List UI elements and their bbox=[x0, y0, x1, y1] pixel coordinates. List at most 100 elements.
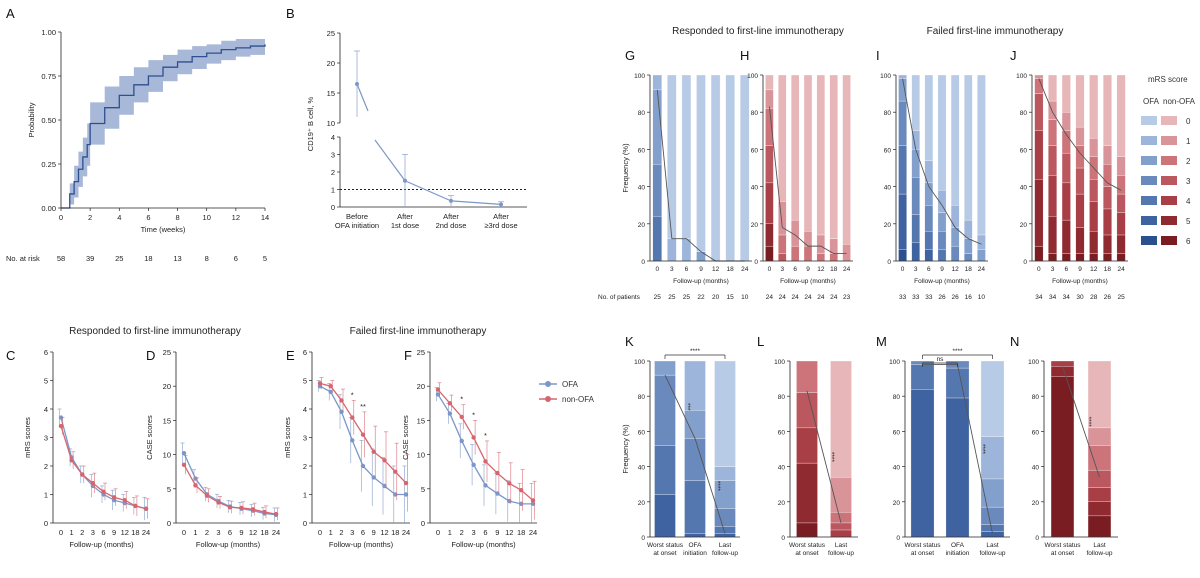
y-axis-label: Probability bbox=[27, 102, 36, 137]
y-tick-label: 25 bbox=[327, 29, 335, 38]
y-tick-label: 20 bbox=[751, 222, 759, 229]
y-tick-label: 1 bbox=[44, 491, 48, 500]
panel-label-M: M bbox=[876, 334, 887, 349]
y-tick-label: 10 bbox=[417, 451, 425, 460]
y-tick-label: 40 bbox=[1020, 185, 1028, 192]
stacked-segment bbox=[977, 74, 986, 236]
stacked-segment bbox=[829, 238, 838, 254]
legend-mrs-level-3: 3 bbox=[1186, 177, 1191, 186]
data-point bbox=[447, 401, 453, 406]
stacked-segment bbox=[1048, 145, 1057, 176]
data-point bbox=[80, 472, 85, 477]
patients-count: 10 bbox=[741, 294, 749, 301]
data-point bbox=[507, 498, 512, 504]
stacked-segment bbox=[1089, 253, 1099, 262]
stacked-segment bbox=[937, 231, 947, 250]
panel-label-C: C bbox=[6, 348, 15, 363]
x-tick-label: 9 bbox=[372, 528, 376, 537]
stacked-segment bbox=[1116, 175, 1126, 195]
at-risk-value: 13 bbox=[173, 254, 181, 263]
panel-label-D: D bbox=[146, 348, 155, 363]
y-tick-label: 2 bbox=[303, 462, 307, 471]
stacked-segment bbox=[1048, 216, 1057, 254]
data-point bbox=[459, 438, 464, 444]
x-tick-label: OFA initiation bbox=[946, 542, 970, 557]
legend-swatch-ofa-4 bbox=[1141, 196, 1157, 205]
x-tick-label: 3 bbox=[216, 528, 220, 537]
x-tick-label: 0 bbox=[768, 266, 772, 273]
data-point bbox=[459, 414, 464, 420]
legend-swatch-nonofa-0 bbox=[1161, 116, 1177, 125]
legend-mrs-level-0: 0 bbox=[1186, 117, 1191, 126]
x-tick-label: 12 bbox=[380, 528, 388, 537]
x-tick-label: 3 bbox=[780, 266, 784, 273]
stacked-segment bbox=[1061, 182, 1071, 221]
stacked-segment bbox=[1048, 253, 1057, 262]
stacked-segment bbox=[964, 238, 973, 254]
panel-A: 0 2 4 6 8 10 12 14 0.00 0.25 0.50 0.75 1.00 Time (wee… bbox=[6, 28, 269, 263]
stacked-segment bbox=[924, 205, 934, 232]
x-tick-label: 0 bbox=[1037, 266, 1041, 273]
x-axis-label: Follow-up (months) bbox=[196, 540, 261, 549]
y-tick-label: 1.00 bbox=[41, 28, 56, 37]
y-tick-label: 80 bbox=[638, 394, 646, 401]
x-tick-label: 0 bbox=[59, 213, 63, 222]
panel-label-G: G bbox=[625, 48, 635, 63]
y-tick-label: 3 bbox=[331, 151, 335, 160]
y-axis-label: Frequency (%) bbox=[621, 143, 630, 193]
stacked-segment bbox=[778, 201, 787, 236]
stacked-segment bbox=[898, 100, 907, 146]
stacked-segment bbox=[830, 522, 852, 531]
stacked-segment bbox=[696, 74, 706, 252]
legend-swatch-nonofa-2 bbox=[1161, 156, 1177, 165]
stacked-segment bbox=[924, 249, 934, 262]
legend-mrs-level-1: 1 bbox=[1186, 137, 1191, 146]
stacked-segment bbox=[911, 214, 920, 243]
x-tick-label: 24 bbox=[741, 266, 749, 273]
y-tick-label: 5 bbox=[303, 377, 307, 386]
stacked-segment bbox=[977, 249, 986, 262]
significance-mark: * bbox=[351, 390, 354, 399]
data-point bbox=[483, 459, 488, 464]
y-tick-label: 20 bbox=[778, 500, 786, 507]
stacked-segment bbox=[1048, 74, 1057, 102]
data-point bbox=[339, 409, 344, 415]
stacked-segment bbox=[684, 360, 706, 411]
x-tick-label: Worst status at onset bbox=[904, 542, 941, 557]
y-tick-label: 0.50 bbox=[41, 116, 56, 125]
y-tick-label: 6 bbox=[44, 348, 48, 357]
stacked-segment bbox=[950, 245, 960, 262]
trend-line bbox=[806, 390, 842, 524]
x-tick-label: Last follow-up bbox=[1086, 542, 1112, 557]
panel-label-H: H bbox=[740, 48, 749, 63]
x-tick-label: 0 bbox=[318, 528, 322, 537]
y-tick-label: 40 bbox=[884, 185, 892, 192]
x-axis-label: Time (weeks) bbox=[141, 225, 186, 234]
y-tick-label: 40 bbox=[1032, 465, 1040, 472]
y-tick-label: 0 bbox=[167, 519, 171, 528]
legend-nonofa-label: non-OFA bbox=[562, 395, 595, 404]
legend-mrs: mRS score OFA non-OFA 0 1 2 3 4 5 6 bbox=[1141, 75, 1196, 246]
significance-stars: **** bbox=[1085, 417, 1092, 428]
x-tick-label: Last follow-up bbox=[712, 542, 738, 557]
patients-count: 15 bbox=[727, 294, 735, 301]
x-tick-label: After 2nd dose bbox=[436, 212, 467, 230]
y-tick-label: 20 bbox=[638, 500, 646, 507]
data-point bbox=[507, 481, 512, 486]
patients-count: 33 bbox=[925, 294, 933, 301]
y-tick-label: 60 bbox=[1020, 147, 1028, 154]
y-tick-label: 100 bbox=[634, 359, 645, 366]
y-tick-label: 0 bbox=[641, 259, 645, 266]
x-tick-label: 18 bbox=[517, 528, 525, 537]
bracket-label: **** bbox=[952, 348, 963, 355]
x-axis-label: Follow-up (months) bbox=[914, 278, 970, 285]
stacked-segment bbox=[791, 74, 800, 221]
y-tick-label: 60 bbox=[778, 429, 786, 436]
stacked-segment bbox=[1103, 234, 1112, 254]
y-tick-label: 80 bbox=[1032, 394, 1040, 401]
stacked-segment bbox=[1089, 138, 1099, 157]
x-tick-label: 4 bbox=[117, 213, 121, 222]
stacked-segment bbox=[911, 177, 920, 215]
stacked-segment bbox=[816, 253, 825, 262]
